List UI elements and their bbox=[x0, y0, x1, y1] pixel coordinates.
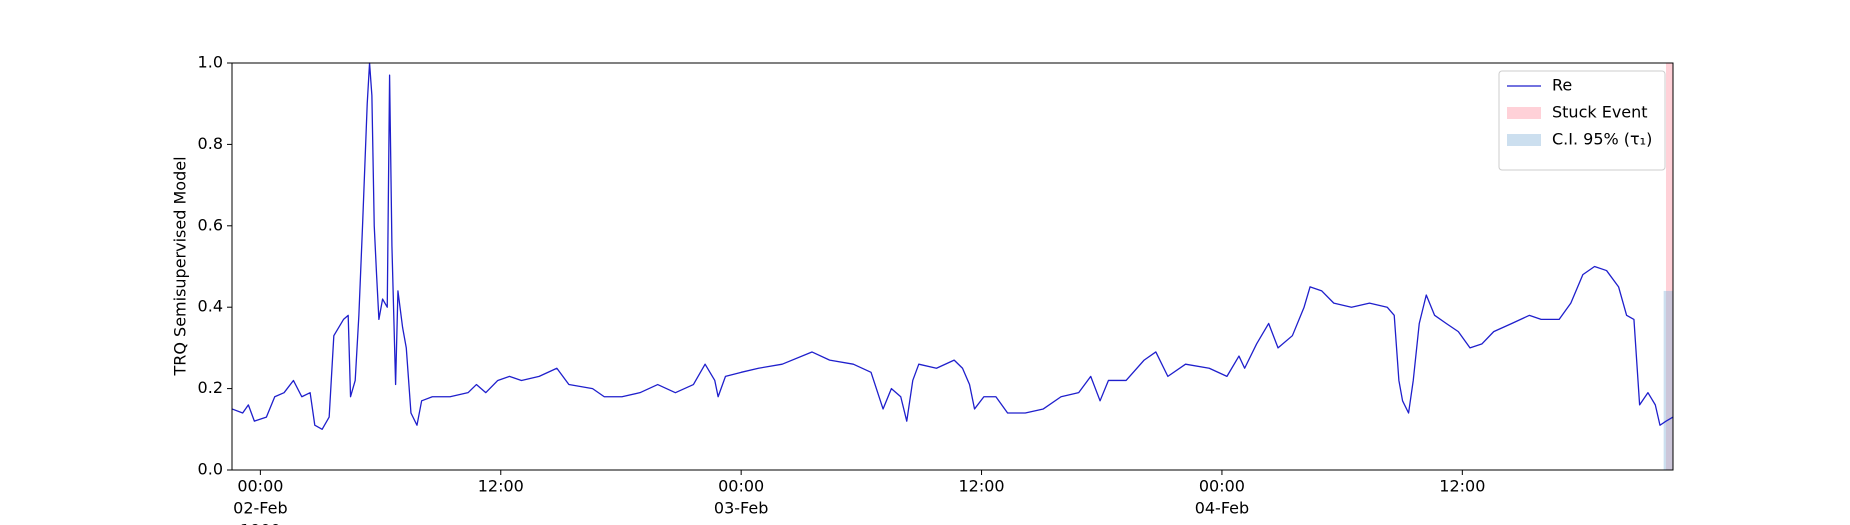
y-tick-label: 0.6 bbox=[198, 215, 223, 234]
x-tick-label: 12:00 bbox=[478, 477, 524, 496]
span bbox=[1663, 290, 1673, 470]
legend-label: Stuck Event bbox=[1552, 103, 1648, 122]
x-tick-label: 12:00 bbox=[1439, 477, 1485, 496]
plot-frame bbox=[231, 62, 1674, 471]
x-tick-label: 12:00 bbox=[958, 477, 1004, 496]
legend-box bbox=[1498, 70, 1666, 171]
legend-label: C.I. 95% (τ₁) bbox=[1552, 130, 1652, 149]
x-tick-label: 00:00 bbox=[237, 477, 283, 496]
x-tick-label: 03-Feb bbox=[714, 499, 768, 518]
y-axis-label: TRQ Semisupervised Model bbox=[171, 156, 190, 376]
x-tick-label: 00:00 bbox=[1199, 477, 1245, 496]
y-tick-label: 0.8 bbox=[198, 134, 223, 153]
legend-patch bbox=[1507, 107, 1541, 119]
y-tick-label: 1.0 bbox=[198, 53, 223, 72]
line bbox=[231, 62, 1674, 430]
x-tick-label: 00:00 bbox=[718, 477, 764, 496]
y-tick-label: 0.2 bbox=[198, 378, 223, 397]
x-tick-label: 02-Feb bbox=[233, 499, 287, 518]
x-tick-label: 04-Feb bbox=[1195, 499, 1249, 518]
y-tick-label: 0.4 bbox=[198, 297, 223, 316]
y-tick-label: 0.0 bbox=[198, 460, 223, 479]
span bbox=[1665, 63, 1673, 470]
x-tick-label: 1900 bbox=[240, 521, 281, 525]
legend-label: Re bbox=[1552, 76, 1572, 95]
legend-patch bbox=[1507, 134, 1541, 146]
